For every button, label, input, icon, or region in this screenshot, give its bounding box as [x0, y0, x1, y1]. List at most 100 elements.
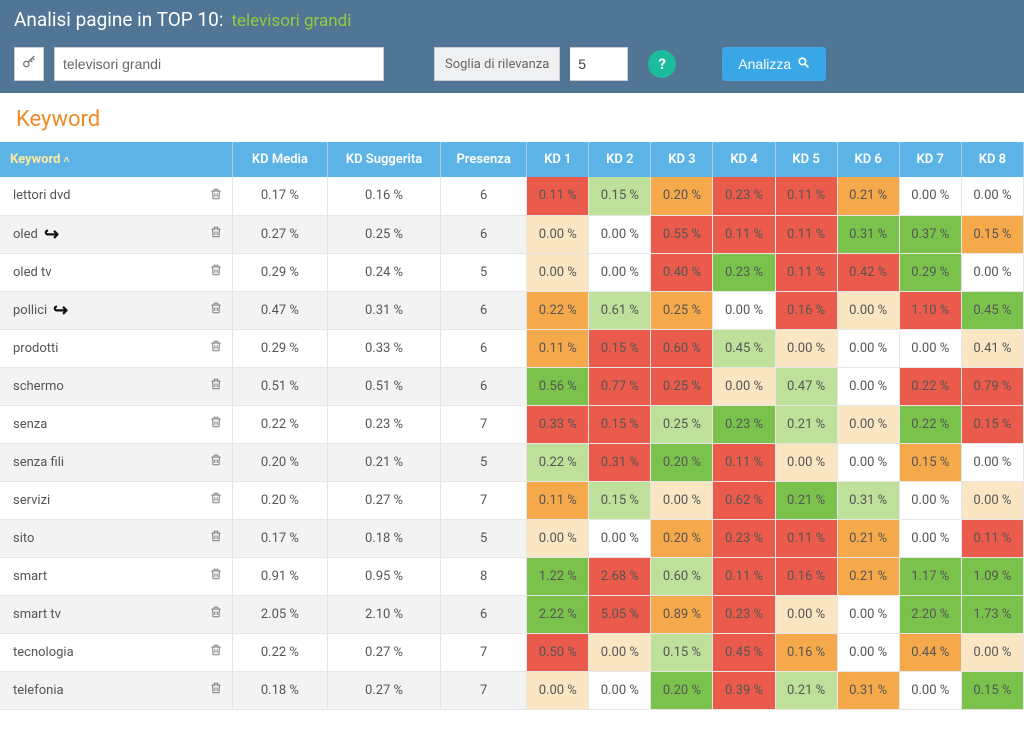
keyword-name: sito	[13, 531, 34, 546]
kd-sugg-cell: 0.27 %	[327, 633, 440, 671]
presenza-cell: 7	[441, 671, 527, 709]
col-kd6[interactable]: KD 6	[837, 142, 899, 177]
kd-cell: 0.00 %	[961, 177, 1023, 215]
kd-cell: 0.47 %	[775, 367, 837, 405]
kd-cell: 0.23 %	[713, 253, 775, 291]
kd-cell: 0.00 %	[837, 595, 899, 633]
kd-cell: 0.21 %	[775, 671, 837, 709]
table-row: senza fili0.20 %0.21 %50.22 %0.31 %0.20 …	[0, 443, 1024, 481]
kd-cell: 0.00 %	[961, 481, 1023, 519]
presenza-cell: 5	[441, 253, 527, 291]
trash-icon[interactable]	[209, 491, 223, 509]
keyword-name: prodotti	[13, 341, 58, 356]
table-row: senza0.22 %0.23 %70.33 %0.15 %0.25 %0.23…	[0, 405, 1024, 443]
arrow-annotation-icon: ↩	[53, 300, 68, 321]
trash-icon[interactable]	[209, 567, 223, 585]
trash-icon[interactable]	[209, 681, 223, 699]
keyword-name: tecnologia	[13, 645, 74, 660]
keyword-name: smart tv	[13, 607, 61, 622]
table-row: tecnologia0.22 %0.27 %70.50 %0.00 %0.15 …	[0, 633, 1024, 671]
kd-cell: 0.62 %	[713, 481, 775, 519]
kd-cell: 0.20 %	[651, 671, 713, 709]
kd-cell: 1.22 %	[527, 557, 589, 595]
trash-icon[interactable]	[209, 605, 223, 623]
col-presenza[interactable]: Presenza	[441, 142, 527, 177]
table-row: smart tv2.05 %2.10 %62.22 %5.05 %0.89 %0…	[0, 595, 1024, 633]
kd-sugg-cell: 2.10 %	[327, 595, 440, 633]
kd-cell: 1.73 %	[961, 595, 1023, 633]
kd-cell: 0.33 %	[527, 405, 589, 443]
kd-cell: 2.68 %	[589, 557, 651, 595]
col-kd5[interactable]: KD 5	[775, 142, 837, 177]
table-row: servizi0.20 %0.27 %70.11 %0.15 %0.00 %0.…	[0, 481, 1024, 519]
col-kd7[interactable]: KD 7	[899, 142, 961, 177]
kd-cell: 0.11 %	[713, 215, 775, 253]
kd-cell: 0.31 %	[837, 671, 899, 709]
trash-icon[interactable]	[209, 643, 223, 661]
keyword-name: senza fili	[13, 455, 64, 470]
col-kd-suggerita[interactable]: KD Suggerita	[327, 142, 440, 177]
kd-cell: 0.00 %	[713, 291, 775, 329]
trash-icon[interactable]	[209, 187, 223, 205]
kd-cell: 0.15 %	[589, 481, 651, 519]
kd-cell: 0.16 %	[775, 557, 837, 595]
kd-cell: 0.21 %	[837, 177, 899, 215]
col-kd8[interactable]: KD 8	[961, 142, 1023, 177]
kd-sugg-cell: 0.24 %	[327, 253, 440, 291]
kd-cell: 0.20 %	[651, 443, 713, 481]
col-kd2[interactable]: KD 2	[589, 142, 651, 177]
kd-cell: 0.00 %	[961, 443, 1023, 481]
trash-icon[interactable]	[209, 415, 223, 433]
kd-cell: 0.11 %	[527, 177, 589, 215]
presenza-cell: 6	[441, 215, 527, 253]
trash-icon[interactable]	[209, 339, 223, 357]
table-row: sito0.17 %0.18 %50.00 %0.00 %0.20 %0.23 …	[0, 519, 1024, 557]
kd-cell: 0.44 %	[899, 633, 961, 671]
kd-cell: 0.00 %	[651, 481, 713, 519]
kd-sugg-cell: 0.16 %	[327, 177, 440, 215]
kd-cell: 0.15 %	[961, 405, 1023, 443]
kd-media-cell: 0.27 %	[232, 215, 327, 253]
arrow-annotation-icon: ↩	[44, 224, 59, 245]
sort-asc-icon: ˄	[64, 155, 70, 166]
kd-cell: 0.00 %	[775, 595, 837, 633]
table-row: oled↩0.27 %0.25 %60.00 %0.00 %0.55 %0.11…	[0, 215, 1024, 253]
col-kd1[interactable]: KD 1	[527, 142, 589, 177]
kd-media-cell: 0.17 %	[232, 177, 327, 215]
key-icon-button[interactable]	[14, 47, 44, 81]
help-button[interactable]: ?	[648, 50, 676, 78]
trash-icon[interactable]	[209, 529, 223, 547]
trash-icon[interactable]	[209, 453, 223, 471]
analyze-label: Analizza	[738, 56, 791, 72]
kd-cell: 0.31 %	[589, 443, 651, 481]
kd-cell: 0.00 %	[899, 671, 961, 709]
presenza-cell: 6	[441, 177, 527, 215]
trash-icon[interactable]	[209, 263, 223, 281]
presenza-cell: 5	[441, 443, 527, 481]
kd-cell: 0.15 %	[589, 177, 651, 215]
kd-cell: 0.15 %	[899, 443, 961, 481]
kd-cell: 0.20 %	[651, 519, 713, 557]
presenza-cell: 6	[441, 595, 527, 633]
col-kd3[interactable]: KD 3	[651, 142, 713, 177]
trash-icon[interactable]	[209, 377, 223, 395]
kd-cell: 0.00 %	[589, 633, 651, 671]
col-kd4[interactable]: KD 4	[713, 142, 775, 177]
page-title-prefix: Analisi pagine in TOP 10:	[14, 8, 223, 31]
kd-cell: 0.00 %	[961, 253, 1023, 291]
page-title-query: televisori grandi	[231, 11, 351, 31]
trash-icon[interactable]	[209, 225, 223, 243]
analyze-button[interactable]: Analizza	[722, 47, 826, 81]
kd-cell: 0.37 %	[899, 215, 961, 253]
kd-media-cell: 2.05 %	[232, 595, 327, 633]
kd-media-cell: 0.20 %	[232, 443, 327, 481]
kd-sugg-cell: 0.25 %	[327, 215, 440, 253]
threshold-input[interactable]	[570, 47, 628, 81]
trash-icon[interactable]	[209, 301, 223, 319]
kd-cell: 0.23 %	[713, 595, 775, 633]
kd-cell: 0.00 %	[899, 329, 961, 367]
presenza-cell: 6	[441, 367, 527, 405]
col-kd-media[interactable]: KD Media	[232, 142, 327, 177]
search-input[interactable]	[54, 47, 384, 81]
col-keyword[interactable]: Keyword ˄	[0, 142, 232, 177]
